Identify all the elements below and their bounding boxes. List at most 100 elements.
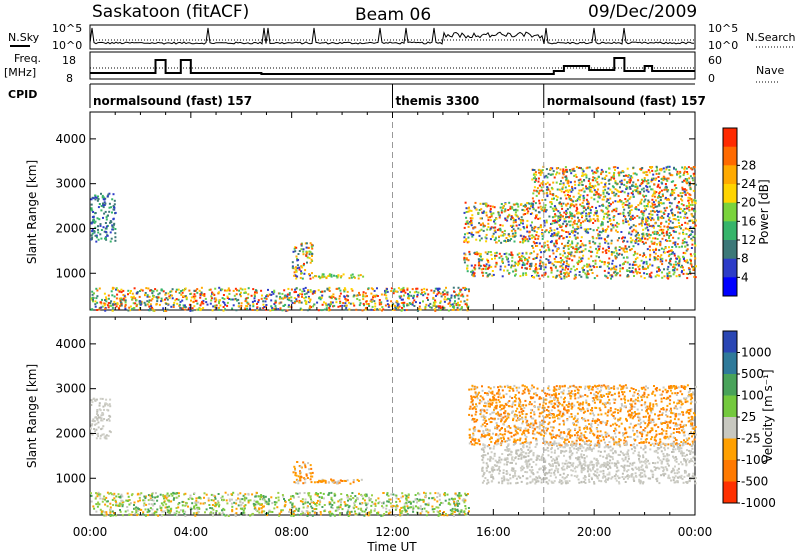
scatter-point: [193, 297, 196, 300]
scatter-point: [686, 179, 689, 182]
scatter-point: [472, 234, 475, 236]
scatter-point: [308, 511, 311, 514]
scatter-point: [569, 211, 571, 214]
scatter-point: [324, 302, 327, 305]
scatter-point: [654, 237, 657, 240]
scatter-point: [244, 496, 247, 499]
scatter-point: [111, 286, 114, 289]
scatter-point: [489, 210, 492, 213]
scatter-point: [119, 510, 122, 513]
scatter-point: [648, 245, 651, 248]
scatter-point: [651, 169, 654, 172]
scatter-point: [656, 258, 659, 261]
scatter-point: [283, 289, 286, 292]
scatter-point: [359, 274, 362, 277]
scatter-point: [104, 222, 107, 224]
scatter-point: [512, 228, 515, 231]
scatter-point: [296, 492, 299, 495]
scatter-point: [551, 193, 554, 196]
scatter-point: [156, 300, 159, 303]
scatter-point: [282, 297, 285, 300]
scatter-point: [509, 205, 512, 208]
scatter-point: [401, 306, 403, 309]
scatter-point: [150, 494, 153, 497]
scatter-point: [309, 242, 312, 245]
nave-tick-top: 60: [708, 54, 722, 67]
scatter-point: [303, 477, 306, 480]
scatter-point: [549, 168, 552, 171]
scatter-point: [437, 506, 440, 509]
scatter-point: [594, 190, 597, 193]
scatter-point: [397, 287, 400, 290]
scatter-point: [315, 504, 318, 507]
scatter-point: [566, 170, 569, 173]
scatter-point: [415, 287, 418, 290]
scatter-point: [553, 176, 556, 179]
scatter-point: [568, 253, 571, 255]
nsky-tick-top: 10^5: [52, 22, 82, 35]
scatter-point: [90, 234, 93, 237]
scatter-point: [685, 249, 688, 252]
scatter-point: [294, 274, 297, 277]
scatter-point: [647, 169, 650, 172]
scatter-point: [185, 298, 188, 301]
scatter-point: [598, 242, 601, 245]
scatter-point: [170, 500, 173, 503]
scatter-point: [593, 171, 596, 174]
scatter-point: [195, 497, 198, 500]
scatter-point: [133, 507, 135, 510]
scatter-point: [291, 506, 294, 509]
scatter-point: [193, 492, 196, 495]
scatter-point: [646, 238, 649, 241]
scatter-point: [600, 173, 603, 176]
scatter-point: [103, 201, 106, 204]
scatter-point: [514, 211, 517, 214]
scatter-point: [126, 492, 129, 495]
scatter-point: [556, 242, 558, 245]
scatter-point: [244, 288, 247, 291]
scatter-point: [290, 511, 293, 514]
scatter-point: [210, 493, 213, 496]
scatter-point: [552, 219, 555, 222]
scatter-point: [194, 295, 197, 298]
scatter-point: [99, 409, 102, 412]
scatter-point: [513, 240, 516, 243]
scatter-point: [375, 294, 378, 297]
scatter-point: [543, 221, 546, 224]
scatter-point: [450, 303, 453, 306]
power-colorbar-label: Power [dB]: [757, 179, 771, 244]
scatter-point: [412, 510, 415, 513]
scatter-point: [628, 245, 631, 248]
scatter-point: [541, 235, 544, 238]
scatter-point: [339, 292, 342, 295]
scatter-point: [596, 192, 599, 195]
scatter-point: [203, 294, 206, 297]
scatter-point: [378, 500, 381, 503]
scatter-point: [236, 289, 238, 292]
scatter-point: [91, 209, 94, 212]
scatter-point: [629, 227, 632, 230]
scatter-point: [329, 514, 332, 517]
scatter-point: [139, 303, 142, 306]
scatter-point: [573, 219, 576, 222]
scatter-point: [347, 295, 350, 298]
scatter-point: [274, 305, 277, 307]
scatter-point: [218, 302, 220, 305]
scatter-point: [90, 203, 93, 206]
scatter-point: [198, 507, 201, 510]
scatter-point: [303, 272, 306, 275]
scatter-point: [144, 293, 147, 296]
scatter-point: [192, 512, 195, 515]
scatter-point: [406, 288, 409, 291]
scatter-point: [304, 286, 307, 289]
scatter-point: [536, 255, 538, 258]
scatter-point: [585, 208, 587, 211]
scatter-point: [468, 253, 471, 256]
scatter-point: [630, 184, 633, 187]
scatter-point: [347, 515, 350, 517]
scatter-point: [374, 295, 377, 298]
scatter-point: [510, 229, 513, 232]
scatter-point: [90, 424, 93, 427]
scatter-point: [682, 204, 685, 207]
scatter-point: [93, 507, 96, 510]
